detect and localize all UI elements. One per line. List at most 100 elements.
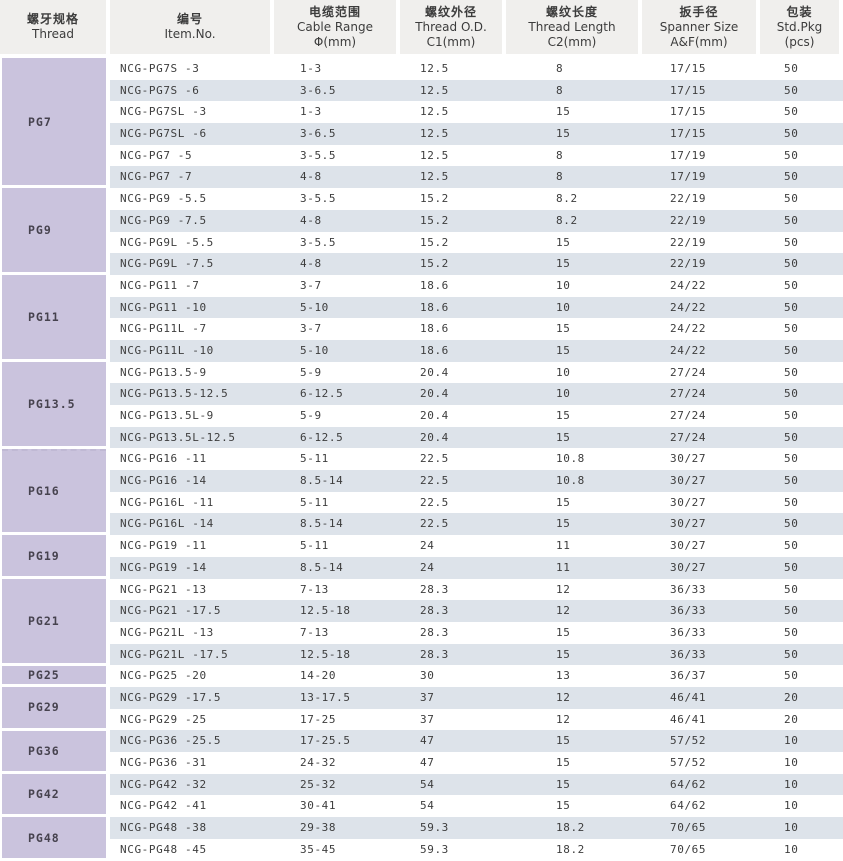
cell-length: 10 <box>556 365 571 379</box>
cell-length: 15 <box>556 105 571 119</box>
table-row: NCG-PG48 -38 29-38 59.3 18.2 70/65 10 <box>110 817 843 839</box>
cell-od: 28.3 <box>420 582 449 596</box>
cell-item: NCG-PG13.5L-12.5 <box>120 430 236 444</box>
thread-column: PG7 PG9 PG11 PG13.5 PG16 PG19 PG21 PG25 PG29 PG36… <box>0 58 110 861</box>
cell-spanner: 30/27 <box>670 539 707 553</box>
cell-pkg: 50 <box>784 127 799 141</box>
thread-section-pg48: PG48 <box>2 817 106 861</box>
cell-pkg: 50 <box>784 604 799 618</box>
cell-od: 20.4 <box>420 387 449 401</box>
cell-length: 8 <box>556 170 564 184</box>
header-length-sub: C2(mm) <box>547 34 597 49</box>
cell-item: NCG-PG13.5-12.5 <box>120 387 229 401</box>
table-row: NCG-PG48 -45 35-45 59.3 18.2 70/65 10 <box>110 839 843 861</box>
table-row: NCG-PG16 -14 8.5-14 22.5 10.8 30/27 50 <box>110 470 843 492</box>
cell-cable: 13-17.5 <box>300 690 351 704</box>
cell-cable: 6-12.5 <box>300 387 344 401</box>
cell-item: NCG-PG7 -7 <box>120 170 193 184</box>
cell-item: NCG-PG29 -17.5 <box>120 690 222 704</box>
thread-section-pg29: PG29 <box>2 687 106 731</box>
cell-length: 15 <box>556 235 571 249</box>
cell-od: 15.2 <box>420 235 449 249</box>
cell-length: 12 <box>556 712 571 726</box>
cell-spanner: 17/19 <box>670 148 707 162</box>
table-row: NCG-PG21L -13 7-13 28.3 15 36/33 50 <box>110 622 843 644</box>
cell-spanner: 64/62 <box>670 799 707 813</box>
header-spanner-en: Spanner Size <box>659 19 739 34</box>
cell-cable: 14-20 <box>300 669 337 683</box>
cell-pkg: 10 <box>784 777 799 791</box>
thread-label: PG16 <box>28 484 60 499</box>
cell-od: 18.6 <box>420 300 449 314</box>
cell-spanner: 64/62 <box>670 777 707 791</box>
cell-pkg: 50 <box>784 582 799 596</box>
cell-pkg: 50 <box>784 669 799 683</box>
header-cell-od: 螺纹外径 Thread O.D. C1(mm) <box>396 0 502 54</box>
cell-item: NCG-PG11L -10 <box>120 343 214 357</box>
cell-spanner: 36/37 <box>670 669 707 683</box>
cell-spanner: 30/27 <box>670 495 707 509</box>
table-row: NCG-PG19 -14 8.5-14 24 11 30/27 50 <box>110 556 843 579</box>
cell-od: 12.5 <box>420 62 449 75</box>
cell-pkg: 50 <box>784 235 799 249</box>
cell-length: 10.8 <box>556 452 585 466</box>
cell-cable: 3-7 <box>300 322 322 336</box>
cell-item: NCG-PG9 -7.5 <box>120 213 207 227</box>
cell-length: 15 <box>556 799 571 813</box>
cell-item: NCG-PG36 -31 <box>120 756 207 769</box>
cell-cable: 5-10 <box>300 343 329 357</box>
cell-cable: 12.5-18 <box>300 647 351 661</box>
cell-od: 37 <box>420 690 435 704</box>
table-row: NCG-PG21L -17.5 12.5-18 28.3 15 36/33 50 <box>110 643 843 666</box>
cell-item: NCG-PG21L -13 <box>120 625 214 639</box>
cell-pkg: 10 <box>784 734 799 748</box>
table-row: NCG-PG29 -17.5 13-17.5 37 12 46/41 20 <box>110 686 843 709</box>
table-row: NCG-PG9L -7.5 4-8 15.2 15 22/19 50 <box>110 253 843 275</box>
table-row: NCG-PG9 -5.5 3-5.5 15.2 8.2 22/19 50 <box>110 188 843 210</box>
thread-section-pg42: PG42 <box>2 774 106 818</box>
cell-od: 20.4 <box>420 409 449 422</box>
header-od-zh: 螺纹外径 <box>424 4 477 19</box>
data-rows: NCG-PG7S -3 1-3 12.5 8 17/15 50 NCG-PG7S -6 3-6… <box>110 58 843 861</box>
cell-item: NCG-PG13.5-9 <box>120 365 207 379</box>
thread-label: PG11 <box>28 309 60 324</box>
cell-od: 18.6 <box>420 343 449 357</box>
cell-pkg: 50 <box>784 409 799 422</box>
cell-od: 15.2 <box>420 192 449 206</box>
cell-pkg: 50 <box>784 62 799 75</box>
cell-od: 59.3 <box>420 821 449 835</box>
cell-pkg: 50 <box>784 257 799 271</box>
table-row: NCG-PG42 -32 25-32 54 15 64/62 10 <box>110 773 843 796</box>
cell-od: 54 <box>420 799 435 813</box>
cell-spanner: 17/15 <box>670 62 707 75</box>
cell-pkg: 50 <box>784 495 799 509</box>
cell-cable: 5-11 <box>300 452 329 466</box>
cell-item: NCG-PG9 -5.5 <box>120 192 207 206</box>
cell-pkg: 10 <box>784 821 799 835</box>
cell-length: 11 <box>556 539 571 553</box>
cell-od: 22.5 <box>420 474 449 488</box>
cell-spanner: 22/19 <box>670 235 707 249</box>
cell-spanner: 30/27 <box>670 474 707 488</box>
cell-od: 20.4 <box>420 365 449 379</box>
table-row: NCG-PG42 -41 30-41 54 15 64/62 10 <box>110 795 843 817</box>
cell-item: NCG-PG9L -7.5 <box>120 257 214 271</box>
cell-spanner: 24/22 <box>670 278 707 292</box>
cell-od: 12.5 <box>420 83 449 97</box>
table-row: NCG-PG11L -7 3-7 18.6 15 24/22 50 <box>110 318 843 340</box>
cell-spanner: 70/65 <box>670 821 707 835</box>
cell-item: NCG-PG29 -25 <box>120 712 207 726</box>
cell-pkg: 50 <box>784 474 799 488</box>
table-row: NCG-PG29 -25 17-25 37 12 46/41 20 <box>110 709 843 731</box>
cell-item: NCG-PG48 -45 <box>120 842 207 856</box>
cell-cable: 35-45 <box>300 842 337 856</box>
header-pkg-en: Std.Pkg <box>776 19 823 34</box>
cell-cable: 25-32 <box>300 777 337 791</box>
header-spanner-zh: 扳手径 <box>679 4 719 19</box>
cell-item: NCG-PG21 -13 <box>120 582 207 596</box>
table-row: NCG-PG13.5-9 5-9 20.4 10 27/24 50 <box>110 362 843 384</box>
thread-label: PG36 <box>28 743 60 758</box>
cell-od: 28.3 <box>420 647 449 661</box>
header-cell-spanner: 扳手径 Spanner Size A&F(mm) <box>638 0 756 54</box>
cell-pkg: 50 <box>784 83 799 97</box>
